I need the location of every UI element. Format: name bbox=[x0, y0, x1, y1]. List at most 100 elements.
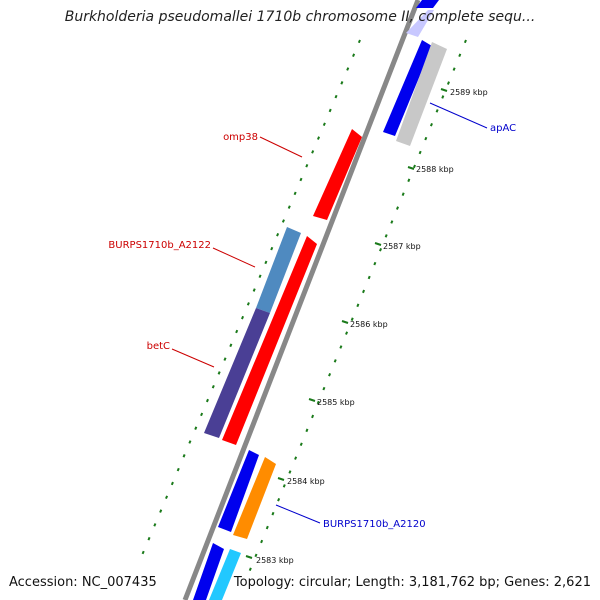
guide-dash bbox=[345, 331, 349, 335]
guide-dash bbox=[282, 484, 286, 488]
guide-dash bbox=[452, 67, 456, 71]
gene-label-apAC[interactable]: apAC bbox=[490, 123, 516, 134]
guide-dash bbox=[229, 343, 233, 348]
guide-dash bbox=[322, 386, 326, 391]
guide-dash bbox=[305, 428, 309, 433]
guide-dash bbox=[170, 481, 174, 486]
guide-dash bbox=[334, 94, 338, 99]
guide-dash bbox=[223, 357, 227, 361]
guide-dash bbox=[333, 359, 337, 363]
guide-dash bbox=[270, 246, 274, 251]
guide-dash bbox=[352, 53, 356, 57]
gene-label-A2122[interactable]: BURPS1710b_A2122 bbox=[108, 240, 211, 251]
guide-dash bbox=[299, 442, 303, 446]
guide-dash bbox=[265, 525, 269, 530]
gene-arrow-blue[interactable] bbox=[193, 543, 224, 600]
gene-arrow-omp38[interactable] bbox=[313, 129, 362, 220]
guide-dash bbox=[356, 303, 360, 308]
guide-dash bbox=[311, 150, 315, 154]
guide-dash bbox=[288, 470, 292, 474]
guide-dash bbox=[294, 456, 298, 460]
gene-arrow-cyan[interactable] bbox=[209, 549, 241, 600]
ruler-label: 2587 kbp bbox=[383, 242, 421, 251]
guide-dash bbox=[235, 329, 239, 334]
gene-labels: apAC omp38 BURPS1710b_A2122 betC BURPS17… bbox=[108, 123, 516, 530]
guide-dash bbox=[384, 234, 388, 238]
guide-dash bbox=[200, 412, 204, 417]
ruler-tick bbox=[374, 242, 382, 246]
guide-dash bbox=[441, 95, 445, 99]
guide-dash bbox=[379, 247, 383, 252]
guide-dash bbox=[252, 288, 256, 292]
guide-dash bbox=[339, 345, 343, 349]
ruler-label: 2585 kbp bbox=[317, 398, 355, 407]
guide-dash bbox=[293, 191, 297, 196]
kbp-ruler: 2589 kbp 2588 kbp 2587 kbp 2586 kbp 2585… bbox=[245, 88, 488, 565]
guide-dash bbox=[254, 553, 258, 558]
gene-arrow-blue[interactable] bbox=[416, 0, 439, 8]
guide-dash bbox=[350, 317, 354, 321]
gene-arrow-A2122[interactable] bbox=[256, 227, 301, 313]
guide-dash bbox=[407, 178, 411, 183]
guide-dash bbox=[367, 275, 371, 280]
guide-dash bbox=[276, 233, 280, 237]
backbone-line bbox=[182, 0, 421, 600]
guide-dash bbox=[258, 274, 262, 278]
guide-dash bbox=[182, 454, 186, 458]
ruler-tick bbox=[277, 477, 285, 481]
leader-apAC bbox=[429, 102, 488, 129]
guide-dash bbox=[281, 219, 285, 223]
map-title: Burkholderia pseudomallei 1710b chromoso… bbox=[64, 9, 536, 25]
gene-arrow-betC[interactable] bbox=[204, 308, 270, 438]
guide-dash bbox=[418, 150, 422, 155]
guide-dash bbox=[322, 122, 326, 127]
guide-dash bbox=[311, 414, 315, 419]
gene-arrow-blue[interactable] bbox=[218, 450, 259, 532]
guide-dash bbox=[194, 426, 198, 430]
leader-A2120 bbox=[275, 504, 321, 524]
label-leaders bbox=[171, 102, 488, 524]
ruler-tick bbox=[440, 88, 448, 92]
gene-arrow-lightblue[interactable] bbox=[406, 10, 434, 37]
guide-dash bbox=[340, 81, 344, 85]
guide-dash bbox=[271, 511, 275, 516]
gene-arrow-blue[interactable] bbox=[383, 40, 432, 136]
ruler-tick bbox=[245, 555, 253, 559]
guide-dash bbox=[159, 509, 163, 513]
leader-omp38 bbox=[259, 136, 303, 158]
guide-dash bbox=[401, 192, 405, 196]
guide-dash bbox=[463, 39, 467, 44]
gene-label-omp38[interactable]: omp38 bbox=[223, 132, 258, 143]
guide-dash bbox=[176, 467, 180, 472]
guide-dash bbox=[260, 539, 264, 544]
guide-dash bbox=[316, 400, 320, 405]
guide-dash bbox=[435, 109, 439, 113]
leader-A2122 bbox=[212, 247, 256, 268]
gene-features bbox=[193, 0, 447, 600]
guide-dash bbox=[357, 39, 361, 44]
gene-arrow-apAC[interactable] bbox=[396, 42, 447, 146]
guide-dash bbox=[412, 164, 416, 169]
guide-dash bbox=[165, 495, 169, 500]
gene-label-betC[interactable]: betC bbox=[147, 341, 170, 352]
guide-dash bbox=[287, 205, 291, 209]
ruler-label: 2584 kbp bbox=[287, 477, 325, 486]
gene-arrow-red[interactable] bbox=[222, 236, 317, 445]
guide-dash bbox=[153, 523, 157, 527]
accession-text: Accession: NC_007435 bbox=[9, 575, 157, 590]
guide-dash bbox=[248, 567, 252, 572]
guide-dash bbox=[328, 108, 332, 113]
guide-dash bbox=[299, 177, 303, 182]
guide-dash bbox=[373, 261, 377, 266]
gene-label-A2120[interactable]: BURPS1710b_A2120 bbox=[323, 519, 426, 530]
guide-dash bbox=[328, 372, 332, 377]
guide-dash bbox=[390, 220, 394, 224]
guide-dash bbox=[396, 206, 399, 210]
gene-arrow-A2120[interactable] bbox=[233, 457, 276, 539]
ruler-label: 2589 kbp bbox=[450, 88, 488, 97]
ruler-tick bbox=[407, 166, 415, 170]
guide-dash bbox=[458, 53, 462, 58]
guide-dash bbox=[217, 371, 221, 375]
guide-dash bbox=[316, 136, 321, 140]
